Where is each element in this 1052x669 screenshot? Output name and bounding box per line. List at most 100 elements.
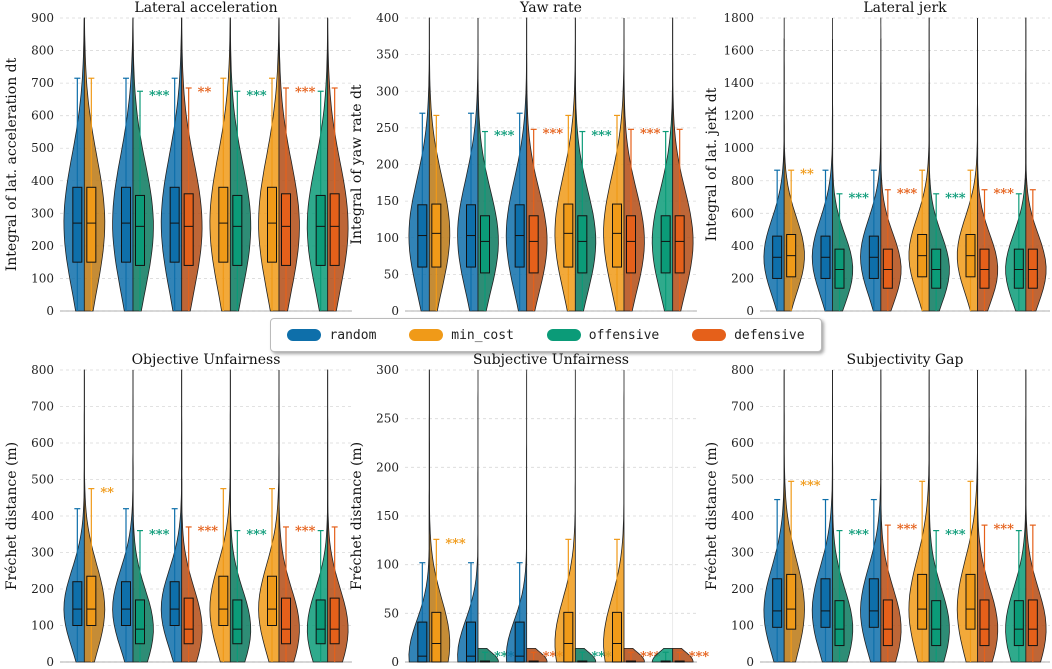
y-tick-label: 600 [731,436,754,450]
box-iqr [882,599,893,647]
violin-half-right [880,17,902,312]
violin-half-right [229,17,252,312]
box-iqr [514,621,525,663]
subplot-3: 0 200 400 600 800 1000 1200 1400 1600 1800 Lateral… [704,0,1050,318]
violin-half-right [977,18,999,312]
box-iqr [786,573,797,630]
box-iqr [612,203,622,268]
y-tick-label: 500 [731,473,754,487]
box-iqr [868,578,879,628]
violin-half-right [327,369,349,663]
violin-half-right [132,17,154,312]
y-tick-label: 150 [376,509,399,523]
y-tick-label: 300 [376,363,399,377]
significance-marker: *** [945,191,966,206]
box-iqr [267,186,277,263]
box-iqr [820,578,831,628]
significance-marker: *** [945,528,966,543]
box-iqr [135,194,145,266]
significance-marker: *** [897,187,918,202]
y-tick-label: 1000 [723,141,754,155]
chart-title: Lateral acceleration [134,0,277,16]
violin-half-left [160,17,183,312]
significance-marker: *** [246,88,267,103]
violin-half-left [603,370,625,663]
y-tick-label: 200 [31,582,54,596]
legend-swatch-defensive [692,329,727,341]
box-iqr [121,581,131,627]
significance-marker: *** [543,126,564,141]
y-tick-label: 150 [376,194,399,208]
y-axis-label: Fréchet distance (m) [704,442,720,590]
y-tick-label: 1200 [723,109,754,123]
box-iqr [772,578,783,628]
violin-half-right [181,17,203,312]
y-tick-label: 0 [391,304,399,318]
y-tick-label: 1600 [723,44,754,58]
y-tick-label: 200 [731,271,754,285]
subplot-5: 0 50 100 150 200 250 300 Subjective Unfairness F… [349,352,709,669]
box-iqr [183,597,194,645]
box-iqr [480,215,490,274]
y-tick-label: 700 [31,400,54,414]
y-tick-label: 200 [376,158,399,172]
y-tick-label: 300 [31,546,54,560]
box-iqr [169,186,180,263]
significance-marker: *** [689,649,710,664]
box-iqr [674,215,685,274]
subplot-1: 0 100 200 300 400 500 600 700 800 900 Lateral acce… [4,0,352,318]
box-iqr [232,194,243,266]
y-tick-label: 350 [376,48,399,62]
violin-half-left [209,17,231,312]
box-iqr [135,599,145,645]
violin-half-right [278,370,300,663]
box-iqr [965,573,976,630]
significance-marker: *** [295,524,316,539]
y-tick-label: 100 [376,231,399,245]
box-iqr [931,600,942,647]
significance-marker: *** [640,126,661,141]
y-tick-label: 200 [731,582,754,596]
significance-marker: *** [149,88,170,103]
y-tick-label: 400 [376,11,399,25]
y-tick-label: 0 [46,655,54,669]
box-iqr [72,186,83,263]
violin-half-left [63,17,85,312]
box-iqr [834,600,845,647]
box-iqr [882,248,893,289]
y-tick-label: 200 [376,460,399,474]
significance-marker: *** [897,522,918,537]
significance-marker: *** [445,536,466,551]
box-iqr [563,203,574,268]
legend-swatch-min-cost [409,329,444,341]
y-tick-label: 400 [731,509,754,523]
violin-half-right [880,369,902,663]
y-tick-label: 100 [731,619,754,633]
y-tick-label: 1400 [723,76,754,90]
legend-swatch-offensive [546,329,581,341]
box-iqr [466,621,476,663]
y-tick-label: 100 [376,558,399,572]
violin-half-right [83,17,106,312]
significance-marker: ** [100,486,114,501]
legend-label-defensive: defensive [734,327,805,343]
violin-half-right [327,17,349,312]
box-iqr [281,193,291,266]
y-tick-label: 0 [746,655,754,669]
box-iqr [315,194,326,266]
legend-swatch-random [287,329,322,341]
violin-half-right [1025,17,1047,312]
box-iqr [183,193,194,266]
violin-half-right [832,18,854,312]
violin-half-left [554,369,576,663]
chart-title: Yaw rate [519,0,582,16]
box-iqr [431,611,442,663]
y-tick-label: 500 [31,141,54,155]
y-tick-label: 800 [731,174,754,188]
box-iqr [72,581,83,627]
y-tick-label: 250 [376,121,399,135]
box-iqr [834,248,845,289]
box-iqr [281,597,291,645]
box-iqr [612,611,622,663]
